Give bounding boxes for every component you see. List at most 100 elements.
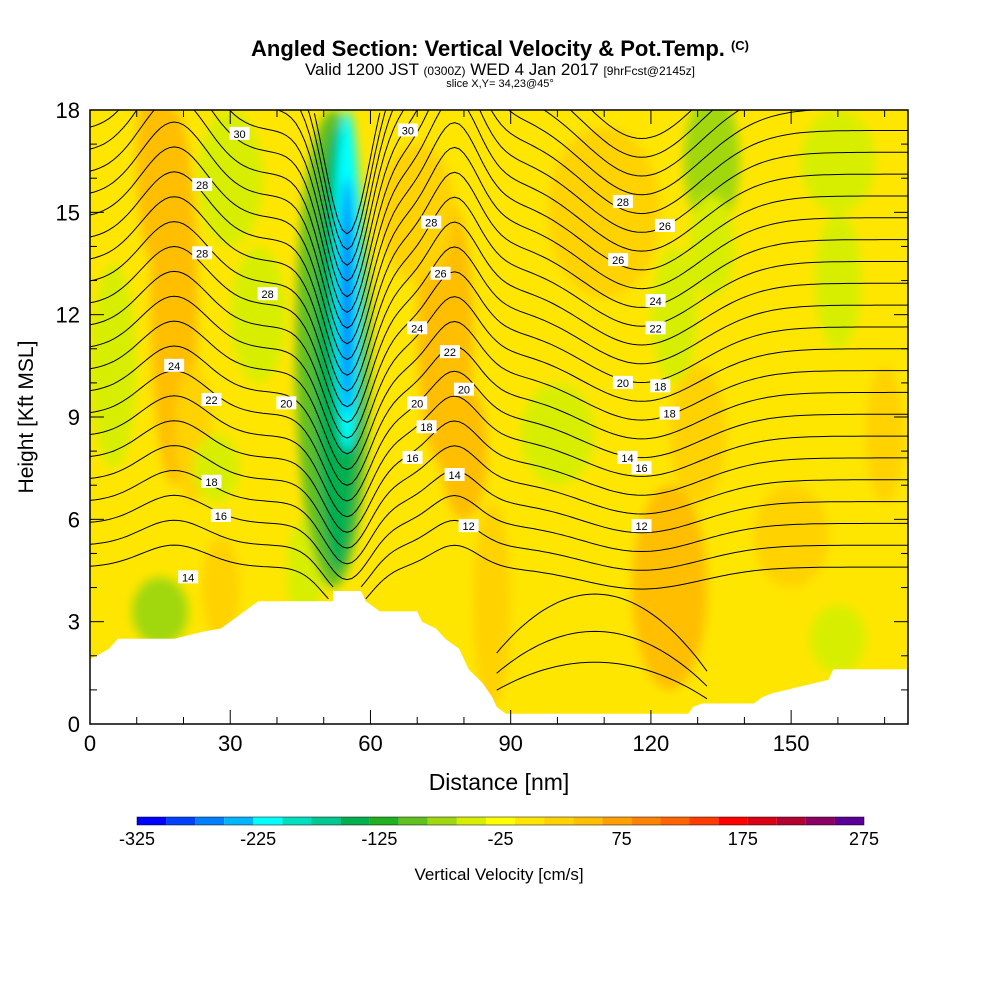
downdraft-patch	[809, 604, 866, 673]
theta-contour-line	[307, 110, 714, 251]
contour-label-bg	[397, 123, 418, 137]
downdraft-patch	[814, 212, 862, 349]
colorbar-swatch	[834, 817, 864, 825]
contour-label: 28	[192, 246, 213, 260]
theta-contour-line	[90, 370, 908, 502]
x-tick-label: 30	[218, 731, 242, 756]
chart-title: Angled Section: Vertical Velocity & Pot.…	[251, 36, 749, 61]
theta-contour-line	[496, 661, 708, 700]
contour-label: 18	[201, 474, 222, 489]
contour-label-text: 16	[215, 511, 227, 523]
y-tick-label: 6	[68, 507, 80, 532]
terrain-fill	[90, 591, 908, 724]
contour-label-text: 28	[196, 248, 208, 260]
updraft-patch	[379, 144, 455, 281]
contour-label: 26	[654, 218, 675, 233]
theta-contour-line	[276, 110, 822, 282]
contour-label-text: 18	[663, 409, 675, 421]
theta-contour-line	[313, 110, 693, 235]
updraft-patch	[865, 365, 904, 503]
colorbar-swatch	[515, 817, 545, 825]
colorbar-swatch	[456, 817, 486, 825]
y-tick-label: 0	[68, 712, 80, 737]
theta-contour-line	[90, 395, 908, 518]
contour-label: 18	[650, 379, 671, 393]
contour-label-text: 14	[448, 470, 460, 482]
theta-contour-line	[90, 196, 908, 392]
contour-label-bg	[612, 375, 633, 389]
contour-label-bg	[192, 178, 213, 192]
theta-contour-line	[90, 110, 908, 329]
contour-label-text: 30	[402, 125, 414, 137]
contour-label-bg	[201, 474, 222, 488]
contour-label: 14	[617, 450, 638, 465]
theta-contour-line	[496, 630, 708, 687]
contour-label-text: 12	[635, 521, 647, 533]
contour-label-text: 12	[462, 521, 474, 533]
contour-label-bg	[631, 461, 652, 475]
theta-contour-line	[496, 593, 708, 672]
contour-label-text: 14	[182, 572, 194, 584]
colorbar-swatch	[137, 817, 167, 825]
colorbar-swatch	[718, 817, 748, 825]
contour-label: 22	[439, 345, 460, 359]
contour-label-text: 28	[425, 218, 437, 230]
contour-label-text: 24	[168, 361, 180, 373]
contour-label-bg	[645, 294, 666, 308]
contour-label: 26	[430, 266, 451, 281]
colorbar-swatch	[369, 817, 399, 825]
contour-label-bg	[407, 321, 428, 335]
x-tick-label: 120	[633, 731, 670, 756]
colorbar-swatch	[602, 817, 632, 825]
theta-contour-line	[90, 110, 908, 298]
contour-label: 14	[444, 467, 465, 482]
updraft-patch	[548, 127, 661, 298]
contour-label-text: 16	[406, 453, 418, 465]
contour-label-bg	[402, 450, 423, 464]
contour-label-bg	[407, 396, 428, 410]
contour-label-text: 14	[621, 453, 633, 465]
contour-label-bg	[430, 266, 451, 280]
contour-label-text: 16	[635, 463, 647, 475]
updraft-patch	[753, 485, 829, 588]
contour-label-bg	[257, 287, 278, 301]
contour-label-text: 24	[649, 296, 661, 308]
x-tick-label: 0	[84, 731, 96, 756]
valid-time-line: Valid 1200 JST (0300Z) WED 4 Jan 2017 [9…	[304, 60, 696, 79]
y-tick-label: 3	[68, 610, 80, 635]
colorbar-swatch	[573, 817, 603, 825]
colorbar-swatch	[631, 817, 661, 825]
contour-label: 12	[631, 519, 652, 533]
contour-label: 20	[276, 396, 297, 410]
contour-label: 30	[397, 123, 418, 137]
contour-label-bg	[617, 450, 638, 464]
theta-contour-line	[90, 469, 908, 565]
contour-label-text: 30	[233, 129, 245, 141]
colorbar-swatch	[544, 817, 574, 825]
colorbar-tick-label: -225	[240, 829, 276, 849]
slice-info: slice X,Y= 34,23@45°	[446, 78, 554, 90]
contour-label-bg	[631, 519, 652, 533]
contour-label-text: 20	[617, 378, 629, 390]
colorbar-swatch	[747, 817, 777, 825]
updraft-patch	[136, 110, 175, 264]
downdraft-patch	[192, 434, 240, 503]
y-tick-label: 15	[56, 200, 80, 225]
downdraft-core-patch	[340, 178, 355, 417]
contour-label: 24	[645, 294, 666, 308]
theta-contour-line	[90, 445, 908, 549]
colorbar-swatch	[311, 817, 341, 825]
theta-contour-line	[90, 171, 908, 376]
contour-label-bg	[453, 382, 474, 396]
contour-label-text: 20	[458, 385, 470, 397]
theta-contour-line	[90, 121, 908, 345]
contour-label: 28	[612, 195, 633, 209]
downdraft-patch	[230, 246, 287, 383]
contour-label-bg	[608, 253, 629, 267]
colorbar-swatch	[195, 817, 225, 825]
contour-label: 30	[229, 126, 250, 141]
contour-label-bg	[612, 195, 633, 209]
theta-contour-line	[90, 221, 908, 408]
contour-label-bg	[164, 358, 185, 372]
